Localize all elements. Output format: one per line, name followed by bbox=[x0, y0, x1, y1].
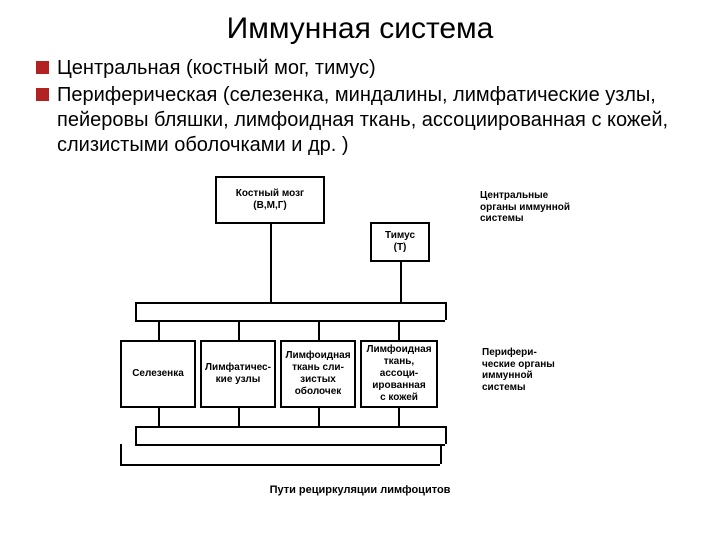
connector-line bbox=[398, 320, 400, 340]
connector-line bbox=[440, 444, 442, 464]
connector-line bbox=[318, 408, 320, 426]
box-label-line: Лимфоидная bbox=[366, 344, 431, 356]
connector-line bbox=[135, 444, 445, 446]
box-label-line: (В,М,Г) bbox=[253, 200, 286, 212]
box-label-line: Селезенка bbox=[132, 368, 184, 380]
box-label-line: Костный мозг bbox=[236, 188, 304, 200]
diagram-caption: Пути рециркуляции лимфоцитов bbox=[80, 484, 640, 496]
box-thymus: Тимус(Т) bbox=[370, 222, 430, 262]
connector-line bbox=[400, 262, 402, 302]
box-label-line: ткань сли- bbox=[292, 362, 344, 374]
box-label-line: ткань, ассоци- bbox=[365, 356, 433, 380]
label-peripheral-organs: Перифери- ческие органы иммунной системы bbox=[482, 347, 572, 393]
list-item: Центральная (костный мог, тимус) bbox=[36, 56, 700, 81]
bullet-icon bbox=[36, 61, 49, 74]
box-label-line: ированная bbox=[372, 380, 425, 392]
box-label-line: Лимфоидная bbox=[285, 350, 350, 362]
box-peripheral-2: Лимфоиднаяткань сли-зистыхоболочек bbox=[280, 340, 356, 408]
connector-line bbox=[398, 408, 400, 426]
connector-line bbox=[318, 320, 320, 340]
connector-line bbox=[158, 408, 160, 426]
page-title: Иммунная система bbox=[0, 0, 720, 56]
label-central-organs: Центральные органы иммунной системы bbox=[480, 190, 580, 225]
bullet-text: Периферическая (селезенка, миндалины, ли… bbox=[57, 83, 700, 158]
connector-line bbox=[270, 224, 272, 302]
box-bone-marrow: Костный мозг(В,М,Г) bbox=[215, 176, 325, 224]
box-label-line: зистых bbox=[300, 374, 336, 386]
connector-line bbox=[238, 408, 240, 426]
connector-line bbox=[445, 302, 447, 320]
box-label-line: Лимфатичес- bbox=[205, 362, 271, 374]
bullet-text: Центральная (костный мог, тимус) bbox=[57, 56, 376, 81]
connector-line bbox=[135, 426, 137, 444]
box-label-line: кие узлы bbox=[216, 374, 261, 386]
list-item: Периферическая (селезенка, миндалины, ли… bbox=[36, 83, 700, 158]
box-peripheral-3: Лимфоиднаяткань, ассоци-ированнаяс кожей bbox=[360, 340, 438, 408]
immune-system-diagram: Костный мозг(В,М,Г) Тимус(Т) Селезенка Лимф… bbox=[80, 172, 640, 512]
box-label-line: с кожей bbox=[380, 392, 418, 404]
box-peripheral-0: Селезенка bbox=[120, 340, 196, 408]
connector-line bbox=[135, 302, 445, 304]
connector-line bbox=[158, 320, 160, 340]
box-label-line: оболочек bbox=[295, 386, 342, 398]
box-label-line: Тимус bbox=[385, 230, 415, 242]
connector-line bbox=[120, 444, 122, 464]
connector-line bbox=[135, 302, 137, 320]
box-peripheral-1: Лимфатичес-кие узлы bbox=[200, 340, 276, 408]
bullet-icon bbox=[36, 88, 49, 101]
connector-line bbox=[120, 464, 440, 466]
bullet-list: Центральная (костный мог, тимус) Перифер… bbox=[0, 56, 720, 158]
box-label-line: (Т) bbox=[394, 242, 407, 254]
connector-line bbox=[135, 426, 445, 428]
connector-line bbox=[238, 320, 240, 340]
connector-line bbox=[445, 426, 447, 444]
